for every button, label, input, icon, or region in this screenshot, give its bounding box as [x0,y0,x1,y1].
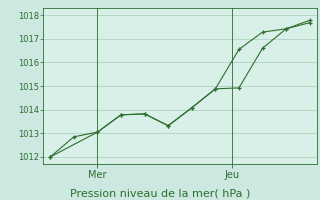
Text: Pression niveau de la mer( hPa ): Pression niveau de la mer( hPa ) [70,188,250,198]
